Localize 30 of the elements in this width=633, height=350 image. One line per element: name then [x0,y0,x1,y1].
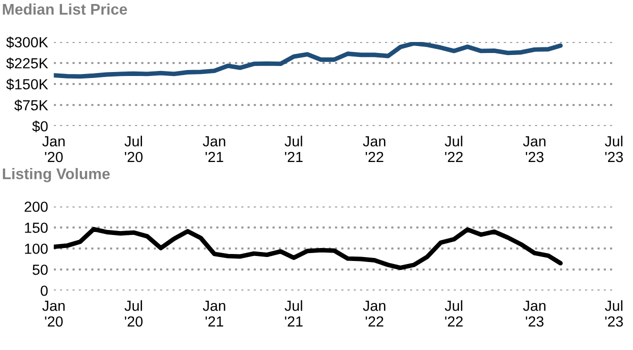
x-tick-label: Jul '21 [284,136,303,162]
y-tick-label: 150 [25,222,48,233]
x-tick-label: Jul '22 [444,300,463,326]
y-tick-label: 0 [40,286,48,296]
line-series [54,226,563,270]
y-tick-label: 100 [25,244,48,254]
chart-title: Median List Price [2,4,128,15]
x-tick-label: Jan '23 [523,300,546,327]
x-tick-label: Jul '21 [284,300,303,326]
y-tick-label: $225K [6,57,48,70]
chart-title: Listing Volume [2,168,110,182]
y-tick-label: $150K [6,78,48,90]
x-tick-label: Jan '23 [523,136,546,162]
x-tick-label: Jul '23 [604,136,623,162]
x-tick-label: Jul '22 [444,136,463,162]
x-tick-label: Jan '20 [42,136,65,162]
y-tick-label: 200 [24,202,48,212]
y-tick-label: 50 [32,264,48,275]
x-tick-label: Jul '20 [124,300,143,327]
y-tick-label: $0 [32,120,48,132]
x-tick-label: Jan '20 [42,300,65,327]
x-tick-label: Jan '21 [202,300,226,326]
x-tick-label: Jan '22 [362,300,386,326]
x-tick-label: Jul '20 [124,136,143,162]
x-tick-label: Jul '23 [604,300,623,327]
y-tick-label: $300K [6,36,48,48]
x-tick-label: Jan '21 [202,136,226,162]
line-series [54,42,563,79]
x-tick-label: Jan '22 [362,136,386,162]
y-tick-label: $75K [14,99,48,112]
